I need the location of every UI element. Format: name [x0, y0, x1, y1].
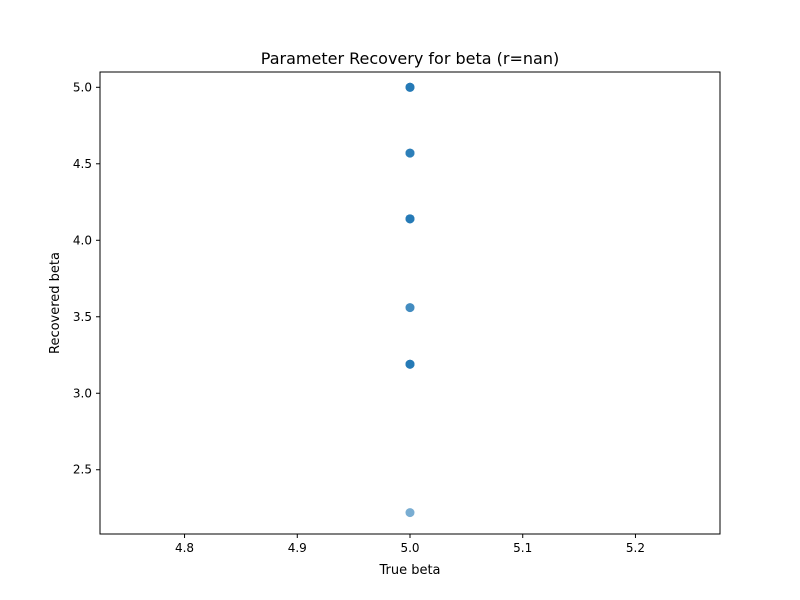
data-point — [405, 508, 415, 518]
x-axis-label: True beta — [378, 563, 440, 578]
x-tick-label: 4.9 — [288, 541, 307, 555]
y-axis-ticks: 2.5 3.0 3.5 4.0 4.5 5.0 — [73, 80, 100, 477]
data-points — [405, 82, 415, 518]
data-point — [405, 82, 415, 92]
axes-frame — [99, 71, 721, 535]
y-tick-label: 3.5 — [73, 310, 92, 324]
y-axis-label: Recovered beta — [48, 252, 63, 354]
x-tick-label: 4.8 — [175, 541, 194, 555]
data-point — [405, 148, 415, 158]
x-axis-ticks: 4.8 4.9 5.0 5.1 5.2 — [175, 534, 645, 555]
x-tick-label: 5.2 — [626, 541, 645, 555]
chart-title: Parameter Recovery for beta (r=nan) — [261, 49, 559, 68]
y-tick-label: 5.0 — [73, 80, 92, 94]
x-tick-label: 5.0 — [400, 541, 419, 555]
x-tick-label: 5.1 — [513, 541, 532, 555]
data-point — [405, 359, 415, 369]
y-tick-label: 4.5 — [73, 157, 92, 171]
y-tick-label: 2.5 — [73, 463, 92, 477]
data-point — [405, 214, 415, 224]
data-point — [405, 303, 415, 313]
y-tick-label: 3.0 — [73, 386, 92, 400]
y-tick-label: 4.0 — [73, 233, 92, 247]
